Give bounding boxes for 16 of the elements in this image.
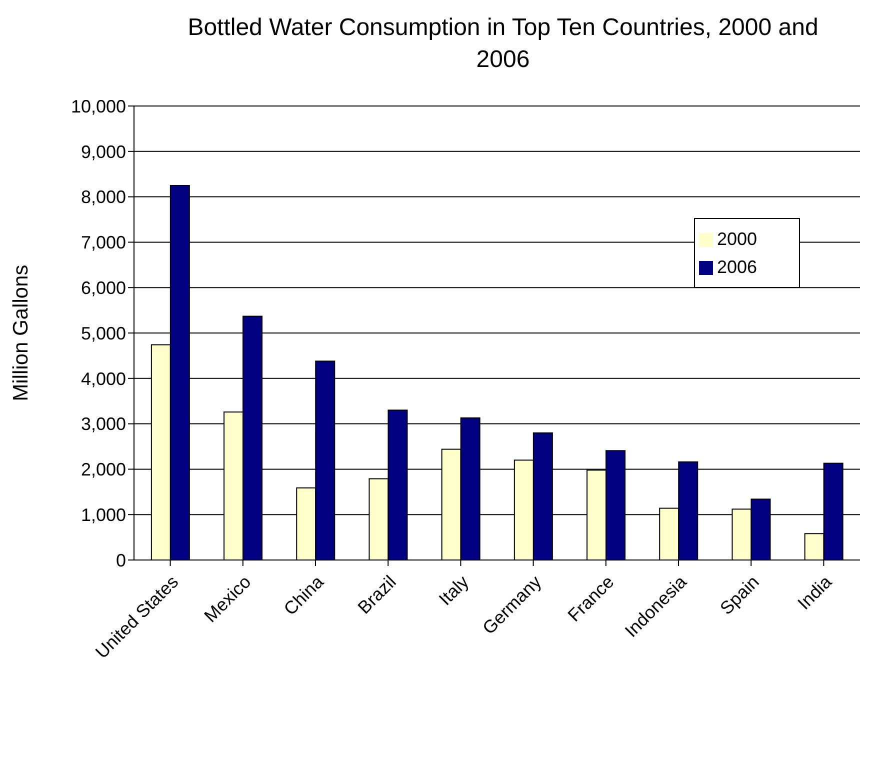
y-tick-label: 6,000 xyxy=(80,278,126,298)
x-tick-label: Italy xyxy=(435,572,473,610)
y-tick-label: 7,000 xyxy=(80,232,126,253)
y-tick-label: 8,000 xyxy=(80,187,126,208)
y-axis-title: Million Gallons xyxy=(9,264,32,402)
y-tick-label: 9,000 xyxy=(80,142,126,162)
y-tick-label: 5,000 xyxy=(80,323,126,344)
legend-label: 2006 xyxy=(717,257,758,277)
chart-title: Bottled Water Consumption in Top Ten Countries, 2000 and 2006 xyxy=(188,14,818,73)
y-tick-label: 2,000 xyxy=(80,460,126,480)
y-tick-label: 4,000 xyxy=(80,368,126,389)
y-tick-label: 1,000 xyxy=(80,504,126,525)
y-tick-label: 10,000 xyxy=(70,96,126,116)
y-tick-label: 3,000 xyxy=(80,414,126,434)
y-tick-label: 0 xyxy=(116,550,126,570)
legend-label: 2000 xyxy=(717,229,758,249)
